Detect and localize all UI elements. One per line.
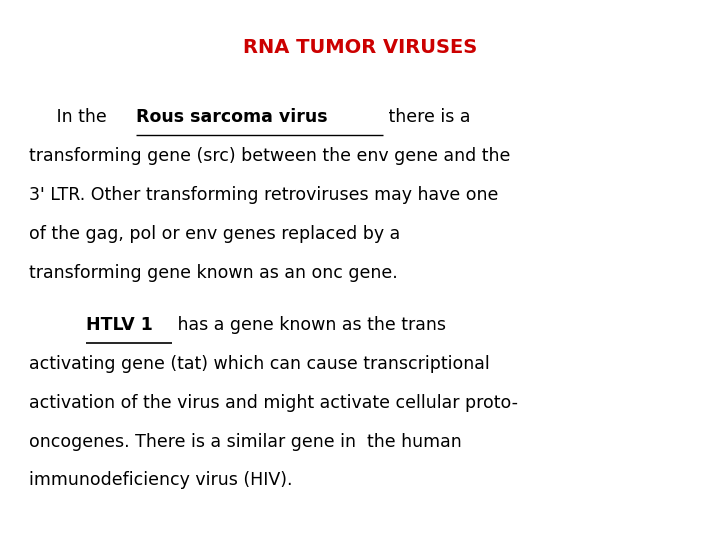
Text: there is a: there is a — [384, 108, 471, 126]
Text: activation of the virus and might activate cellular proto-: activation of the virus and might activa… — [29, 394, 518, 411]
Text: immunodeficiency virus (HIV).: immunodeficiency virus (HIV). — [29, 471, 292, 489]
Text: transforming gene known as an onc gene.: transforming gene known as an onc gene. — [29, 264, 397, 281]
Text: Rous sarcoma virus: Rous sarcoma virus — [136, 108, 328, 126]
Text: activating gene (tat) which can cause transcriptional: activating gene (tat) which can cause tr… — [29, 355, 490, 373]
Text: of the gag, pol or env genes replaced by a: of the gag, pol or env genes replaced by… — [29, 225, 400, 242]
Text: HTLV 1: HTLV 1 — [86, 316, 153, 334]
Text: transforming gene (src) between the env gene and the: transforming gene (src) between the env … — [29, 147, 510, 165]
Text: oncogenes. There is a similar gene in  the human: oncogenes. There is a similar gene in th… — [29, 433, 462, 450]
Text: 3' LTR. Other transforming retroviruses may have one: 3' LTR. Other transforming retroviruses … — [29, 186, 498, 204]
Text: RNA TUMOR VIRUSES: RNA TUMOR VIRUSES — [243, 38, 477, 57]
Text: has a gene known as the trans: has a gene known as the trans — [172, 316, 446, 334]
Text: In the: In the — [29, 108, 112, 126]
